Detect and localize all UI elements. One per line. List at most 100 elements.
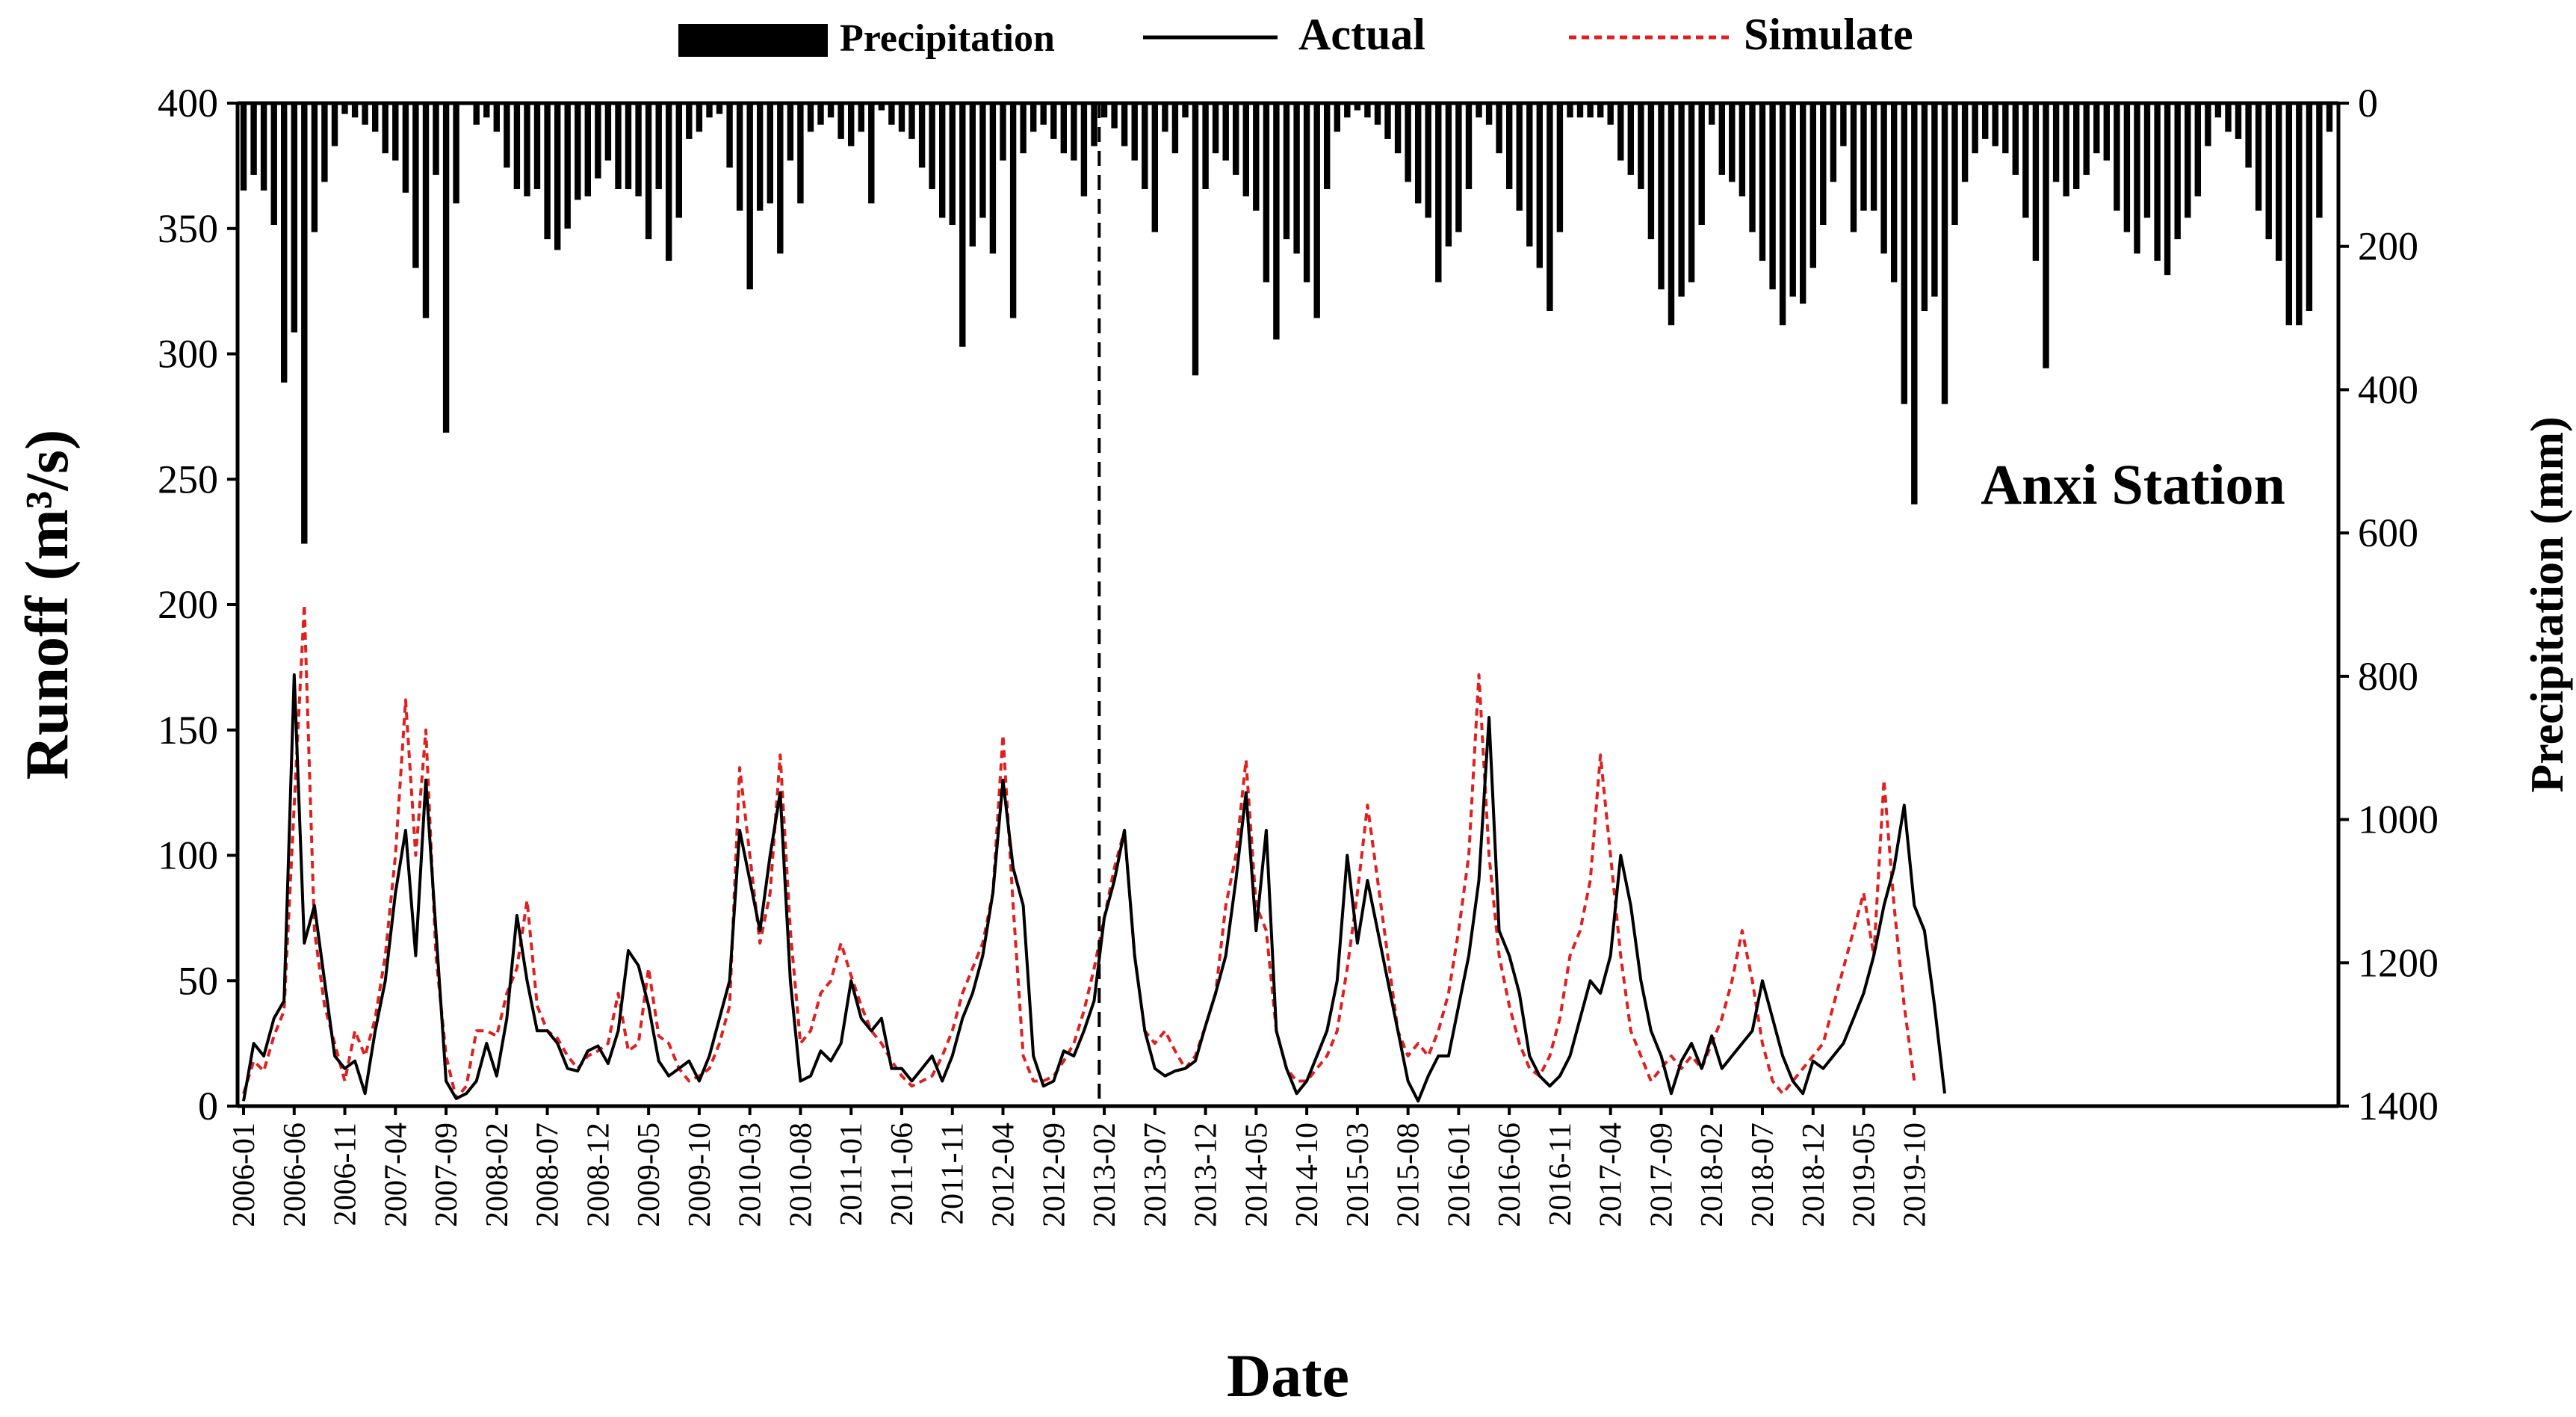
precip-bar <box>311 103 318 232</box>
precip-bar <box>1556 103 1564 232</box>
precip-bar <box>1739 103 1746 197</box>
precip-bar <box>2306 103 2313 311</box>
right-tick-label: 0 <box>2358 81 2378 126</box>
precip-bar <box>1000 103 1006 161</box>
precip-bar <box>1597 103 1604 118</box>
precip-bar <box>837 103 844 139</box>
x-tick-label: 2018-07 <box>1746 1123 1780 1227</box>
precip-bar <box>1476 103 1482 118</box>
precip-bar <box>1911 103 1918 504</box>
precip-bar <box>2093 103 2100 154</box>
precip-bar <box>1091 103 1097 146</box>
precip-bar <box>696 103 703 132</box>
left-axis-title: Runoff (m³/s) <box>13 430 81 780</box>
precip-bar <box>878 103 885 111</box>
precip-bar <box>2276 103 2282 261</box>
precip-bar <box>767 103 773 204</box>
left-tick-label: 250 <box>158 457 218 501</box>
precip-bar <box>635 103 642 197</box>
precip-bar <box>422 103 430 318</box>
precip-bar <box>453 103 459 204</box>
precip-bar <box>939 103 946 218</box>
precip-bar <box>1253 103 1260 211</box>
legend-actual-label: Actual <box>1298 10 1425 59</box>
precip-bar <box>736 103 743 211</box>
x-tick-label: 2012-09 <box>1037 1123 1071 1227</box>
x-tick-label: 2010-08 <box>784 1123 818 1227</box>
station-label: Anxi Station <box>1981 454 2285 516</box>
x-tick-label: 2014-10 <box>1290 1123 1325 1227</box>
legend-precipitation-label: Precipitation <box>840 17 1055 60</box>
precip-bar <box>2073 103 2080 189</box>
precip-bar <box>1749 103 1756 232</box>
x-tick-label: 2008-07 <box>531 1123 566 1227</box>
precip-bar <box>969 103 976 247</box>
precip-bar <box>554 103 561 250</box>
precip-bar <box>1151 103 1158 232</box>
precip-bar <box>1617 103 1624 161</box>
precip-bar <box>2214 103 2222 118</box>
precip-bar <box>2296 103 2303 326</box>
precip-bar <box>1242 103 1249 197</box>
precip-bar <box>1394 103 1402 154</box>
precip-bar <box>270 103 277 225</box>
precip-bar <box>1435 103 1442 283</box>
precip-bar <box>1658 103 1665 290</box>
right-tick-label: 200 <box>2358 224 2418 269</box>
precip-bar <box>1729 103 1736 182</box>
x-tick-label: 2016-11 <box>1544 1123 1578 1226</box>
precip-bar <box>1303 103 1310 283</box>
precip-bar <box>1850 103 1857 232</box>
precip-bar <box>1405 103 1411 182</box>
precip-bar <box>1415 103 1422 204</box>
precip-bar <box>1587 103 1594 118</box>
precip-bar <box>1709 103 1715 125</box>
precip-bar <box>706 103 713 118</box>
precip-bar <box>1273 103 1280 340</box>
precip-bar <box>1445 103 1452 247</box>
precip-bar <box>281 103 288 383</box>
precip-bar <box>1263 103 1270 283</box>
precip-bar <box>1638 103 1644 189</box>
precip-bar <box>240 103 247 191</box>
precip-bar <box>1627 103 1634 175</box>
left-tick-label: 150 <box>158 708 218 753</box>
precip-bar <box>1080 103 1088 197</box>
precipitation-bars <box>240 103 2333 544</box>
precip-bar <box>1921 103 1928 311</box>
precip-bar <box>959 103 966 347</box>
precip-bar <box>686 103 693 139</box>
precip-bar <box>858 103 864 132</box>
precip-bar <box>1060 103 1067 154</box>
precip-bar <box>1647 103 1655 240</box>
runoff-lines <box>242 603 1946 1103</box>
precip-bar <box>321 103 328 182</box>
precip-bar <box>442 103 450 433</box>
x-tick-label: 2013-12 <box>1189 1123 1224 1227</box>
precip-bar <box>1192 103 1199 376</box>
precip-bar <box>1202 103 1209 189</box>
precip-bar <box>1870 103 1877 211</box>
precip-bar <box>2123 103 2131 232</box>
precip-bar <box>615 103 622 189</box>
precip-bar <box>1171 103 1179 154</box>
precip-bar <box>1009 103 1017 318</box>
x-tick-label: 2017-04 <box>1594 1123 1629 1227</box>
precip-bar <box>726 103 733 168</box>
precip-bar <box>1789 103 1796 297</box>
precip-bar <box>1131 103 1138 161</box>
precip-bar <box>362 103 368 125</box>
precip-bar <box>1982 103 1989 139</box>
precip-bar <box>2265 103 2272 240</box>
x-tick-label: 2008-02 <box>480 1123 515 1227</box>
precip-bar <box>301 103 308 544</box>
x-axis-ticks: 2006-01 2006-06 2006-11 2007-04 2007-09 2008-… <box>227 1106 1932 1227</box>
precip-bar <box>392 103 399 161</box>
precip-bar <box>1951 103 1958 225</box>
precip-bar <box>1891 103 1898 283</box>
precip-bar <box>1668 103 1675 326</box>
precip-bar <box>1111 103 1118 129</box>
precip-bar <box>2185 103 2191 218</box>
left-tick-label: 0 <box>198 1084 218 1129</box>
precip-bar <box>1800 103 1806 304</box>
